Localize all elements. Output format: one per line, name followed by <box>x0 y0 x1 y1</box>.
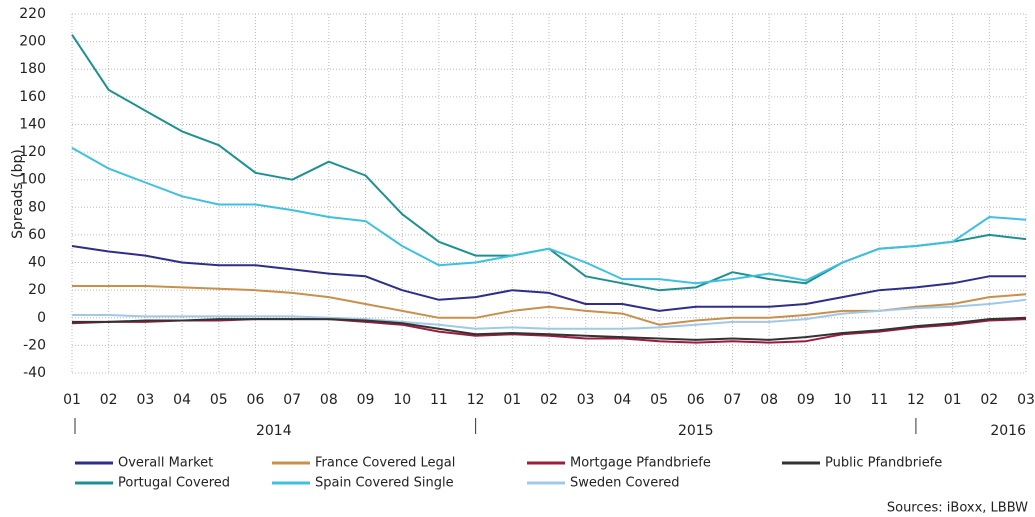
x-tick-label: 05 <box>650 392 668 408</box>
x-tick-label: 08 <box>760 392 778 408</box>
x-tick-label: 09 <box>797 392 815 408</box>
legend-label: Overall Market <box>118 456 213 471</box>
x-tick-label: 10 <box>834 392 852 408</box>
x-tick-label: 02 <box>540 392 558 408</box>
x-tick-label: 09 <box>357 392 375 408</box>
x-tick-label: 07 <box>724 392 742 408</box>
x-tick-label: 03 <box>577 392 595 408</box>
legend-label: Sweden Covered <box>570 476 680 491</box>
x-tick-label: 04 <box>173 392 191 408</box>
x-tick-label: 03 <box>1017 392 1035 408</box>
x-tick-label: 04 <box>613 392 631 408</box>
series-line <box>72 316 1027 341</box>
y-tick-label: 120 <box>19 144 46 160</box>
y-tick-label: 0 <box>37 310 46 326</box>
y-tick-label: 40 <box>28 255 46 271</box>
x-tick-label: 06 <box>247 392 265 408</box>
y-tick-label: 200 <box>19 34 46 50</box>
legend-label: Mortgage Pfandbriefe <box>570 456 711 471</box>
x-tick-label: 11 <box>430 392 448 408</box>
year-label: 2015 <box>678 423 714 439</box>
x-tick-label: 01 <box>944 392 962 408</box>
legend-label: Public Pfandbriefe <box>825 456 942 471</box>
x-tick-label: 08 <box>320 392 338 408</box>
series-line <box>71 318 1027 344</box>
y-tick-label: 80 <box>28 199 46 215</box>
x-tick-label: 12 <box>467 392 485 408</box>
series-line <box>71 147 1027 285</box>
x-tick-label: 05 <box>210 392 228 408</box>
x-tick-label: 02 <box>100 392 118 408</box>
y-tick-label: 160 <box>19 89 46 105</box>
y-tick-label: 20 <box>28 282 46 298</box>
x-tick-label: 01 <box>63 392 81 408</box>
x-tick-label: 11 <box>870 392 888 408</box>
legend-label: Spain Covered Single <box>315 476 454 491</box>
x-tick-label: 06 <box>687 392 705 408</box>
y-tick-label: 60 <box>28 227 46 243</box>
year-label: 2016 <box>990 423 1026 439</box>
x-tick-label: 02 <box>980 392 998 408</box>
y-tick-label: -40 <box>23 365 46 381</box>
x-tick-label: 12 <box>907 392 925 408</box>
x-tick-label: 07 <box>283 392 301 408</box>
legend-label: France Covered Legal <box>315 456 455 471</box>
y-tick-label: -20 <box>23 337 46 353</box>
y-axis-label: Spreads (bp) <box>10 149 26 239</box>
y-tick-label: 180 <box>19 61 46 77</box>
source: Sources: iBoxx, LBBW <box>887 501 1028 516</box>
x-tick-label: 10 <box>393 392 411 408</box>
x-tick-label: 03 <box>136 392 154 408</box>
series-line <box>71 245 1026 312</box>
year-label: 2014 <box>256 423 292 439</box>
y-tick-label: 100 <box>19 172 46 188</box>
y-tick-label: 140 <box>19 116 46 132</box>
series-line <box>72 298 1027 330</box>
x-tick-label: 01 <box>503 392 521 408</box>
y-tick-label: 220 <box>19 6 46 22</box>
legend-label: Portugal Covered <box>118 476 230 491</box>
